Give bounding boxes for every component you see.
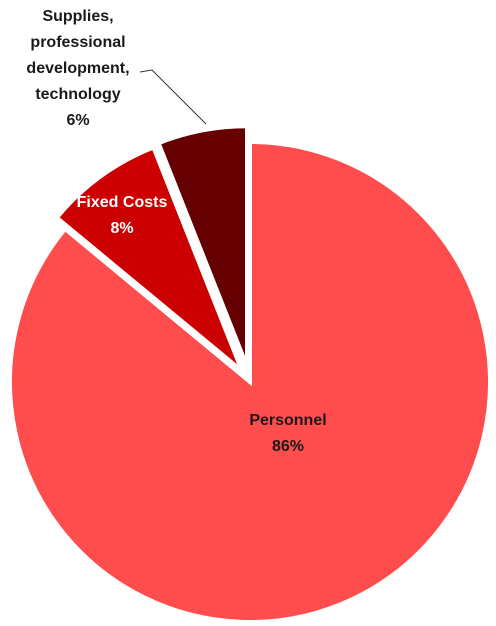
slice-label: Supplies, professional development, tech… <box>8 4 148 134</box>
pie-slice <box>54 144 244 373</box>
category-name: Fixed Costs <box>76 194 168 211</box>
pie-slice <box>8 139 492 624</box>
leader-line <box>139 69 207 125</box>
value-label: 8% <box>110 220 134 237</box>
value-label: 86% <box>271 438 305 455</box>
pie-slice <box>156 124 250 368</box>
value-label: 6% <box>66 112 90 129</box>
slice-label: Fixed Costs 8% <box>52 190 192 242</box>
slice-label: Personnel 86% <box>218 408 358 460</box>
category-name: Personnel <box>249 412 327 429</box>
category-name: Supplies, professional development, tech… <box>26 8 130 103</box>
